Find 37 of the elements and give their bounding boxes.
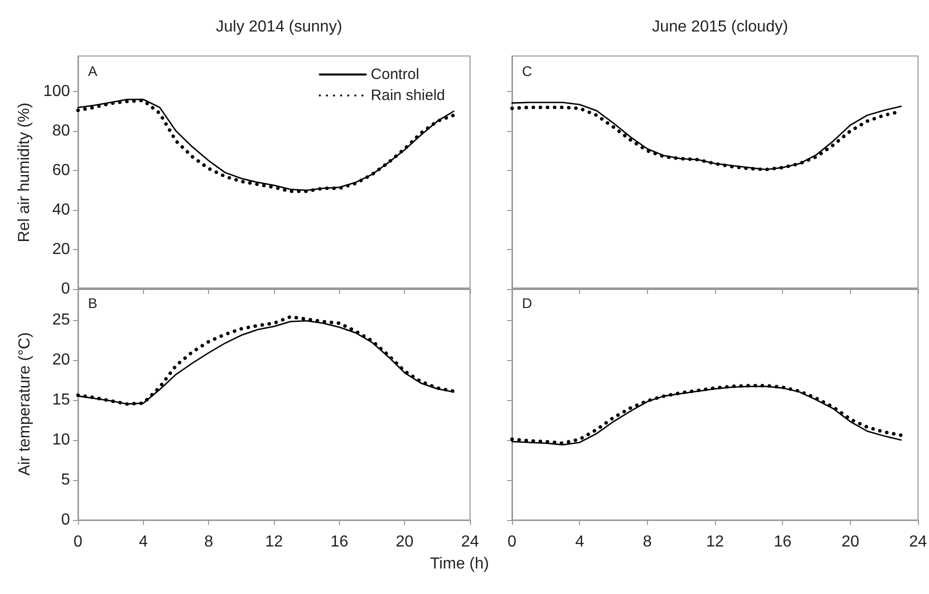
y-tick-label: 40 <box>52 202 70 219</box>
y-tick-label: 0 <box>61 512 70 528</box>
y-axis-title: Rel air humidity (%) <box>16 102 33 242</box>
x-tick-label: 0 <box>74 534 83 550</box>
y-tick-label: 100 <box>43 83 70 100</box>
x-tick-label: 12 <box>706 534 724 550</box>
y-tick-label: 80 <box>52 122 70 140</box>
x-axis-title: Time (h) <box>430 556 489 572</box>
annotation: B <box>88 295 98 311</box>
y-tick-label: 0 <box>61 280 70 298</box>
chart-title: June 2015 (cloudy) <box>652 18 788 36</box>
x-tick-label: 4 <box>138 534 148 550</box>
x-tick-label: 4 <box>575 534 584 550</box>
y-tick-label: 25 <box>52 312 70 328</box>
annotation: D <box>522 295 532 311</box>
y-tick-label: 15 <box>52 392 70 408</box>
x-tick-label: 20 <box>841 534 860 550</box>
x-tick-label: 16 <box>330 534 348 550</box>
x-tick-label: 0 <box>508 534 517 550</box>
x-tick-label: 24 <box>461 534 479 550</box>
x-tick-label: 12 <box>265 534 283 550</box>
x-tick-label: 8 <box>204 534 214 550</box>
x-tick-label: 8 <box>642 534 652 550</box>
x-tick-label: 16 <box>774 534 792 550</box>
y-axis-title: Air temperature (°C) <box>16 332 34 476</box>
y-tick-label: 20 <box>52 352 70 368</box>
x-tick-label: 20 <box>396 534 414 550</box>
y-tick-label: 60 <box>52 162 70 180</box>
legend-label: Control <box>370 66 420 83</box>
annotation: A <box>88 63 98 79</box>
y-tick-label: 10 <box>52 432 70 448</box>
annotation: C <box>522 63 532 79</box>
chart-title: July 2014 (sunny) <box>216 18 342 36</box>
y-tick-label: 5 <box>61 472 70 488</box>
legend-label: Rain shield <box>370 87 446 104</box>
y-tick-label: 20 <box>52 241 70 258</box>
x-tick-label: 24 <box>909 534 927 550</box>
